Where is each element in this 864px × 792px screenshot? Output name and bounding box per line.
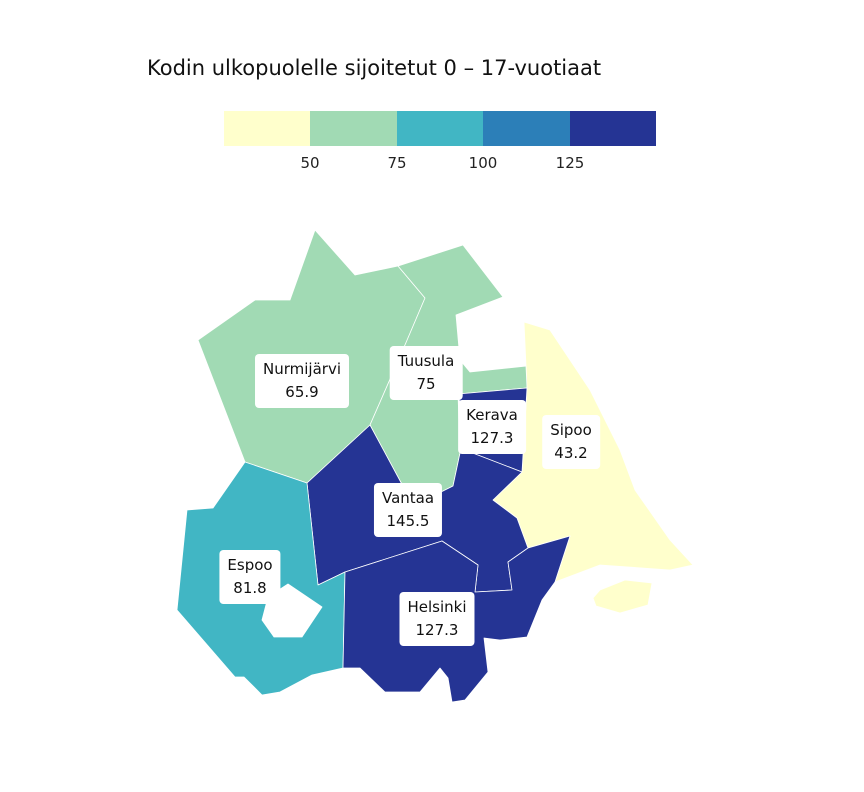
label-vantaa-name: Vantaa (381, 489, 435, 507)
label-espoo-name: Espoo (227, 556, 273, 574)
label-vantaa-value: 145.5 (386, 512, 430, 530)
legend-tick-75: 75 (387, 154, 407, 172)
label-nurmijarvi-value: 65.9 (285, 383, 319, 401)
label-sipoo-value: 43.2 (554, 444, 588, 462)
label-nurmijarvi: Nurmijärvi 65.9 (255, 354, 349, 408)
legend-tick-125: 125 (555, 154, 585, 172)
label-nurmijarvi-name: Nurmijärvi (263, 360, 341, 378)
label-kerava: Kerava 127.3 (458, 400, 526, 454)
label-espoo: Espoo 81.8 (219, 550, 281, 604)
legend-swatch-3 (396, 111, 484, 146)
label-sipoo: Sipoo 43.2 (542, 415, 600, 469)
legend-ticks: 50 75 100 125 (224, 154, 656, 176)
label-espoo-value: 81.8 (233, 579, 267, 597)
map-title: Kodin ulkopuolelle sijoitetut 0 – 17-vuo… (147, 56, 602, 80)
label-helsinki-value: 127.3 (415, 621, 459, 639)
legend-swatch-4 (483, 111, 570, 146)
label-helsinki: Helsinki 127.3 (399, 592, 475, 646)
legend-swatch-2 (310, 111, 397, 146)
label-kerava-name: Kerava (466, 406, 518, 424)
label-helsinki-name: Helsinki (407, 598, 467, 616)
label-kerava-value: 127.3 (470, 429, 514, 447)
label-vantaa: Vantaa 145.5 (373, 483, 443, 537)
legend-swatch-1 (224, 111, 311, 146)
legend-tick-50: 50 (300, 154, 320, 172)
label-tuusula-name: Tuusula (397, 352, 455, 370)
legend-tick-100: 100 (468, 154, 498, 172)
region-sipoo-island[interactable] (592, 579, 653, 614)
color-legend (224, 111, 657, 146)
legend-swatch-5 (569, 111, 657, 146)
label-tuusula-value: 75 (416, 375, 436, 393)
label-sipoo-name: Sipoo (550, 421, 592, 439)
label-tuusula: Tuusula 75 (389, 346, 463, 400)
